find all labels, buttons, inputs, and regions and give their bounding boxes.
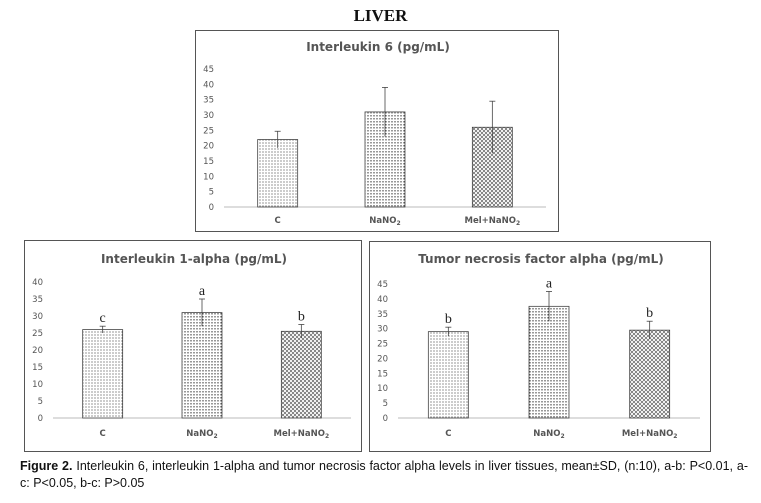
y-tick-label: 25 xyxy=(203,126,214,136)
significance-letter: a xyxy=(199,284,206,299)
y-tick-label: 10 xyxy=(203,172,214,182)
caption-label: Figure 2. xyxy=(20,459,73,473)
y-tick-label: 45 xyxy=(377,280,388,290)
category-label: C xyxy=(275,216,281,226)
category-label: Mel+NaNO2 xyxy=(465,216,521,227)
bar-0 xyxy=(257,139,299,208)
category-label: Mel+NaNO2 xyxy=(622,429,678,440)
significance-letter: b xyxy=(298,310,305,325)
significance-letter: b xyxy=(646,306,653,321)
chart-panel-interleukin-6: Interleukin 6 (pg/mL) 0 5 10 15 20 25 30 35 40 45 C… xyxy=(195,30,559,232)
y-tick-label: 30 xyxy=(203,111,214,121)
chart-panel-tnf-alpha: Tumor necrosis factor alpha (pg/mL) 0 5 10 1… xyxy=(369,241,711,452)
y-tick-label: 35 xyxy=(203,96,214,106)
y-tick-label: 20 xyxy=(377,354,388,364)
caption-text: Interleukin 6, interleukin 1-alpha and t… xyxy=(20,459,748,490)
category-label: C xyxy=(100,429,106,439)
y-tick-label: 20 xyxy=(32,346,43,356)
y-tick-label: 25 xyxy=(377,340,388,350)
chart-title: Interleukin 6 (pg/mL) xyxy=(306,40,450,54)
y-tick-label: 15 xyxy=(377,369,388,379)
y-tick-label: 35 xyxy=(377,310,388,320)
y-tick-label: 0 xyxy=(209,203,214,213)
figure-caption: Figure 2. Interleukin 6, interleukin 1-a… xyxy=(20,458,748,492)
significance-letter: c xyxy=(100,311,106,326)
bar-2 xyxy=(280,330,322,419)
category-label: C xyxy=(445,429,451,439)
chart-svg: Tumor necrosis factor alpha (pg/mL) 0 5 10 1… xyxy=(377,252,700,440)
chart-title: Interleukin 1-alpha (pg/mL) xyxy=(101,252,287,266)
figure-heading: LIVER xyxy=(353,6,408,25)
y-tick-label: 5 xyxy=(209,188,214,198)
y-tick-label: 30 xyxy=(32,312,43,322)
bar-1 xyxy=(181,312,223,419)
significance-letter: b xyxy=(445,312,452,327)
category-label: NaNO2 xyxy=(369,216,400,227)
y-tick-label: 45 xyxy=(203,65,214,75)
y-tick-label: 40 xyxy=(32,278,43,288)
category-label: NaNO2 xyxy=(186,429,217,440)
y-tick-label: 30 xyxy=(377,325,388,335)
y-tick-label: 10 xyxy=(32,380,43,390)
y-tick-label: 25 xyxy=(32,329,43,339)
y-tick-label: 10 xyxy=(377,384,388,394)
y-tick-label: 5 xyxy=(383,399,388,409)
y-tick-label: 35 xyxy=(32,295,43,305)
chart-svg: Interleukin 6 (pg/mL) 0 5 10 15 20 25 30 35 40 45 C… xyxy=(203,40,546,227)
chart-svg: Interleukin 1-alpha (pg/mL) 0 5 10 15 20 25 30 3… xyxy=(32,252,351,440)
category-label: NaNO2 xyxy=(533,429,564,440)
y-tick-label: 0 xyxy=(38,414,43,424)
y-tick-label: 20 xyxy=(203,142,214,152)
chart-title: Tumor necrosis factor alpha (pg/mL) xyxy=(418,252,664,266)
y-tick-label: 40 xyxy=(377,295,388,305)
bar-2 xyxy=(629,329,671,419)
chart-panel-interleukin-1-alpha: Interleukin 1-alpha (pg/mL) 0 5 10 15 20 25 30 3… xyxy=(24,240,362,452)
y-tick-label: 40 xyxy=(203,80,214,90)
y-tick-label: 0 xyxy=(383,414,388,424)
significance-letter: a xyxy=(546,276,553,291)
y-tick-label: 15 xyxy=(203,157,214,167)
category-label: Mel+NaNO2 xyxy=(274,429,330,440)
y-tick-label: 15 xyxy=(32,363,43,373)
bar-0 xyxy=(427,331,469,419)
bar-1 xyxy=(528,305,570,419)
bar-0 xyxy=(82,329,124,419)
bar-2 xyxy=(471,126,513,208)
y-tick-label: 5 xyxy=(38,397,43,407)
